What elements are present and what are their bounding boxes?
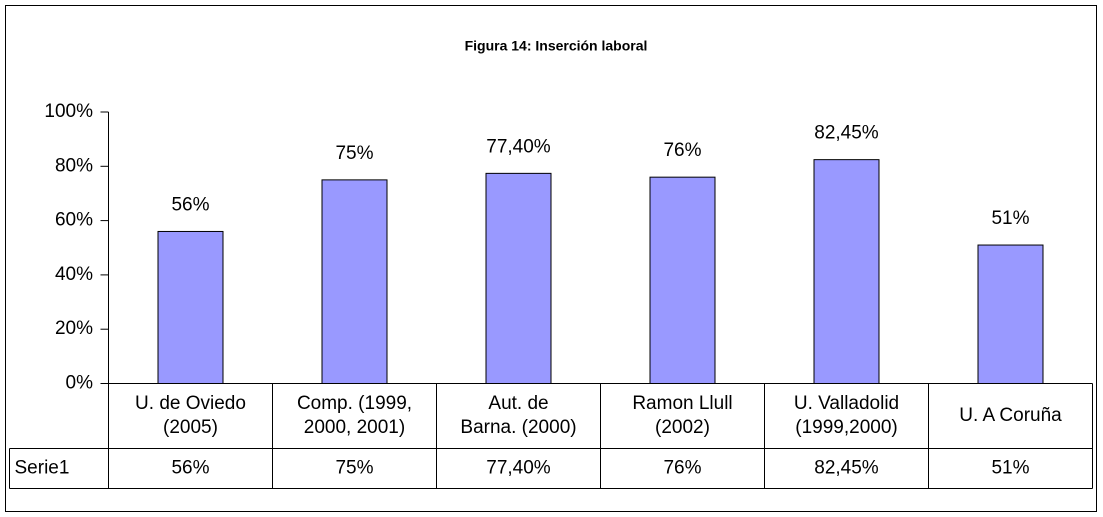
bar xyxy=(977,244,1044,384)
table-series-name: Serie1 xyxy=(15,458,70,479)
table-value: 82,45% xyxy=(814,458,879,479)
x-tick-label: U. A Coruña xyxy=(959,405,1062,426)
table-value: 77,40% xyxy=(486,458,551,479)
table-value: 51% xyxy=(991,458,1029,479)
bar xyxy=(813,159,880,384)
data-label: 56% xyxy=(171,194,209,215)
x-tick-label: Ramon Llull (2002) xyxy=(632,393,732,438)
y-tick-label: 80% xyxy=(55,155,93,176)
x-tick-label: U. Valladolid (1999,2000) xyxy=(794,393,899,438)
table-value: 56% xyxy=(171,458,209,479)
bar xyxy=(649,176,716,384)
bar xyxy=(157,230,224,384)
x-tick-label: U. de Oviedo (2005) xyxy=(135,393,246,438)
table-value: 75% xyxy=(335,458,373,479)
y-tick-label: 0% xyxy=(66,373,94,394)
x-tick-label: Comp. (1999, 2000, 2001) xyxy=(297,393,412,438)
y-tick-label: 100% xyxy=(44,101,93,122)
data-label: 76% xyxy=(663,140,701,161)
data-label: 75% xyxy=(335,143,373,164)
x-tick-label: Aut. de Barna. (2000) xyxy=(460,393,576,438)
y-tick-label: 60% xyxy=(55,210,93,231)
data-label: 77,40% xyxy=(486,136,551,157)
y-tick-label: 40% xyxy=(55,264,93,285)
table-value: 76% xyxy=(663,458,701,479)
chart-title: Figura 14: Inserción laboral xyxy=(465,38,648,54)
data-label: 82,45% xyxy=(814,123,879,144)
y-tick-label: 20% xyxy=(55,318,93,339)
bar xyxy=(485,172,552,384)
data-label: 51% xyxy=(991,208,1029,229)
bar xyxy=(321,179,388,384)
